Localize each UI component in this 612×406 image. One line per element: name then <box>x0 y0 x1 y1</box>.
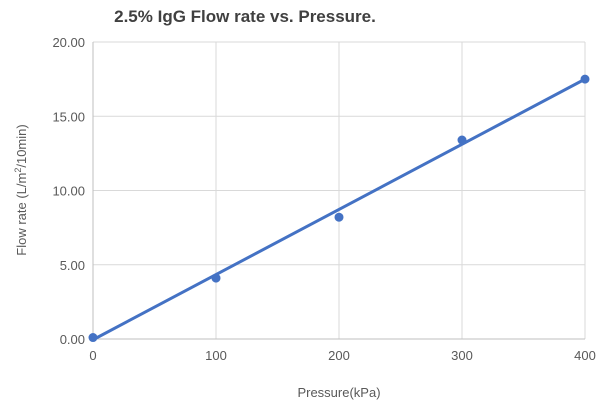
x-tick-labels: 0 100 200 300 400 <box>89 348 595 363</box>
y-tick-label: 20.00 <box>52 35 85 50</box>
y-axis-label: Flow rate (L/m2/10min) <box>13 124 29 255</box>
axes <box>92 42 585 340</box>
data-point <box>88 333 98 343</box>
x-tick-label: 200 <box>328 348 350 363</box>
y-axis-label-main: Flow rate (L/m <box>14 173 29 256</box>
x-tick-label: 400 <box>574 348 596 363</box>
data-point <box>334 212 344 222</box>
data-points <box>88 74 590 343</box>
y-tick-label: 15.00 <box>52 109 85 124</box>
x-tick-label: 0 <box>89 348 96 363</box>
trendline <box>91 77 587 342</box>
y-tick-label: 0.00 <box>60 332 85 347</box>
y-axis-label-superscript: 2 <box>13 168 23 173</box>
x-axis-label: Pressure(kPa) <box>297 385 380 400</box>
grid-lines <box>93 41 586 339</box>
y-axis-label-unit: /10min) <box>14 124 29 167</box>
x-tick-label: 100 <box>205 348 227 363</box>
x-tick-label: 300 <box>451 348 473 363</box>
y-tick-label: 10.00 <box>52 184 85 199</box>
chart-title: 2.5% IgG Flow rate vs. Pressure. <box>114 7 376 26</box>
data-point <box>580 74 590 84</box>
linear-trendline <box>91 77 587 342</box>
y-tick-label: 5.00 <box>60 258 85 273</box>
data-point <box>457 135 467 145</box>
y-tick-labels: 0.00 5.00 10.00 15.00 20.00 <box>52 35 85 347</box>
data-point <box>211 273 221 283</box>
